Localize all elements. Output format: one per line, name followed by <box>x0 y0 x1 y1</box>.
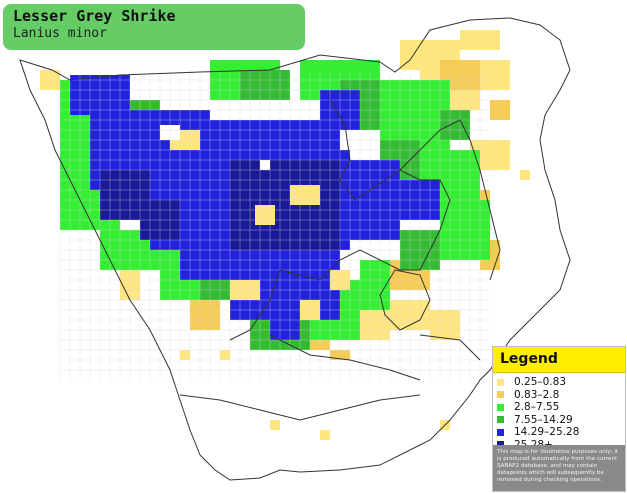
legend-title: Legend <box>493 347 625 373</box>
legend-items: 0.25–0.83 0.83–2.8 2.8–7.55 7.55–14.29 14.29… <box>493 373 625 451</box>
species-title-panel: Lesser Grey Shrike Lanius minor <box>3 4 305 50</box>
legend-panel: Legend 0.25–0.83 0.83–2.8 2.8–7.55 7.55–14.… <box>492 346 626 492</box>
legend-disclaimer: This map is for illustrative purposes on… <box>493 445 625 491</box>
legend-item: 7.55–14.29 <box>497 414 625 427</box>
legend-label: 14.29–25.28 <box>514 426 580 439</box>
legend-label: 7.55–14.29 <box>514 413 573 426</box>
occupancy-darkblue-cells <box>100 160 340 250</box>
legend-swatch <box>497 391 504 399</box>
legend-label: 0.83–2.8 <box>514 388 560 401</box>
legend-item: 2.8–7.55 <box>497 401 625 414</box>
legend-item: 0.83–2.8 <box>497 389 625 402</box>
legend-label: 0.25–0.83 <box>514 376 567 389</box>
country-borders <box>19 17 571 481</box>
quarter-degree-grid <box>59 70 490 380</box>
legend-item: 14.29–25.28 <box>497 426 625 439</box>
species-common-name: Lesser Grey Shrike <box>13 7 176 25</box>
legend-swatch <box>497 403 504 411</box>
legend-swatch <box>497 428 504 436</box>
legend-swatch <box>497 441 504 449</box>
legend-item: 0.25–0.83 <box>497 376 625 389</box>
legend-swatch <box>497 416 504 424</box>
legend-swatch <box>497 378 504 386</box>
species-scientific-name: Lanius minor <box>13 26 107 41</box>
legend-label: 2.8–7.55 <box>514 401 560 414</box>
